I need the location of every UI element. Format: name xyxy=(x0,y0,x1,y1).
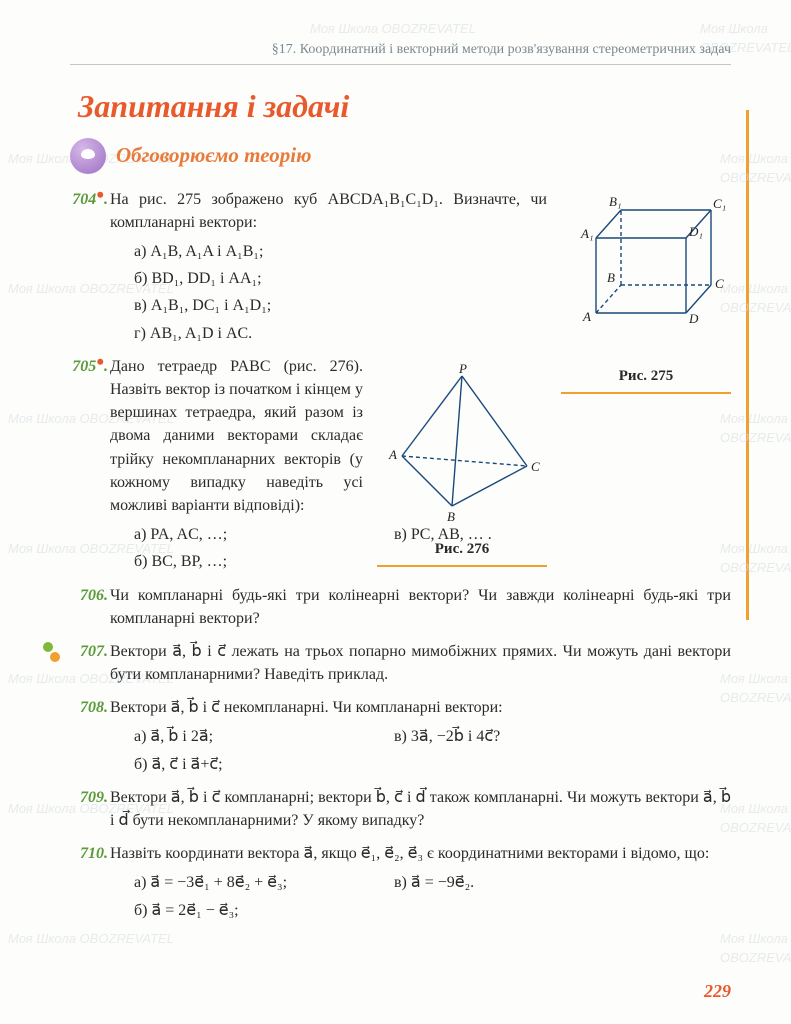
problem-710-subitems: а) a⃗ = −3e⃗₁ + 8e⃗₂ + e⃗₃; в) a⃗ = −9e⃗… xyxy=(134,871,731,921)
problem-709-number: 709. xyxy=(64,786,108,809)
problem-707: 707. Вектори a⃗, b⃗ і c⃗ лежать на трьох… xyxy=(110,640,731,686)
p705-b: б) BC, BP, …; xyxy=(134,550,334,573)
problem-704-text: На рис. 275 зображено куб ABCDA₁B₁C₁D₁. … xyxy=(110,191,547,231)
problem-704-number: 704•. xyxy=(64,188,108,211)
double-dot-icon xyxy=(40,642,62,664)
p708-c: в) 3a⃗, −2b⃗ і 4c⃗? xyxy=(394,725,594,748)
p708-b: б) a⃗, c⃗ і a⃗+c⃗; xyxy=(134,753,334,776)
speech-bubble-icon xyxy=(70,138,106,174)
page-content: §17. Координатний і векторний методи роз… xyxy=(70,40,731,922)
problem-706-text: Чи компланарні будь-які три колінеарні в… xyxy=(110,587,731,627)
problem-709: 709. Вектори a⃗, b⃗ і c⃗ компланарні; ве… xyxy=(110,786,731,832)
p708-a: а) a⃗, b⃗ і 2a⃗; xyxy=(134,725,334,748)
watermark: Моя Школа OBOZREVATEL xyxy=(310,20,476,39)
problem-708-subitems: а) a⃗, b⃗ і 2a⃗; в) 3a⃗, −2b⃗ і 4c⃗? б) … xyxy=(134,725,731,775)
side-accent-rule xyxy=(746,110,749,620)
problem-705: 705•. Дано тетраедр PABC (рис. 276). Наз… xyxy=(110,355,731,574)
p704-d: г) AB₁, A₁D і AC. xyxy=(134,322,334,345)
problem-705-text: Дано тетраедр PABC (рис. 276). Назвіть в… xyxy=(110,358,363,514)
section-header: §17. Координатний і векторний методи роз… xyxy=(70,40,731,65)
p704-a: а) A₁B, A₁A і A₁B₁; xyxy=(134,240,334,263)
problem-710-text: Назвіть координати вектора a⃗, якщо e⃗₁,… xyxy=(110,845,709,862)
watermark: Моя Школа OBOZREVATEL xyxy=(8,930,174,949)
p704-b: б) BD₁, DD₁ і AA₁; xyxy=(134,267,334,290)
p704-c: в) A₁B₁, DC₁ і A₁D₁; xyxy=(134,294,334,317)
problem-706: 706. Чи компланарні будь-які три колінеа… xyxy=(110,584,731,630)
p710-b: б) a⃗ = 2e⃗₁ − e⃗₃; xyxy=(134,899,334,922)
p705-c: в) PC, AB, … . xyxy=(394,523,594,546)
problem-706-number: 706. xyxy=(64,584,108,607)
problem-708-number: 708. xyxy=(64,696,108,719)
p710-c: в) a⃗ = −9e⃗₂. xyxy=(394,871,594,894)
watermark: Моя Школа OBOZREVATEL xyxy=(720,930,791,968)
problem-710-number: 710. xyxy=(64,842,108,865)
page-number: 229 xyxy=(704,978,731,1004)
main-title: Запитання і задачі xyxy=(78,83,731,129)
problem-705-number: 705•. xyxy=(64,355,108,378)
p710-a: а) a⃗ = −3e⃗₁ + 8e⃗₂ + e⃗₃; xyxy=(134,871,334,894)
sub-title: Обговорюємо теорію xyxy=(116,140,311,170)
problem-704: 704•. На рис. 275 зображено куб ABCDA₁B₁… xyxy=(110,188,731,345)
problem-709-text: Вектори a⃗, b⃗ і c⃗ компланарні; вектори… xyxy=(110,789,731,829)
problem-708-text: Вектори a⃗, b⃗ і c⃗ некомпланарні. Чи ко… xyxy=(110,699,503,716)
problem-710: 710. Назвіть координати вектора a⃗, якщо… xyxy=(110,842,731,922)
problem-707-text: Вектори a⃗, b⃗ і c⃗ лежать на трьох попа… xyxy=(110,643,731,683)
subtitle-row: Обговорюємо теорію xyxy=(70,138,731,174)
problem-704-subitems: а) A₁B, A₁A і A₁B₁; б) BD₁, DD₁ і AA₁; в… xyxy=(134,240,731,345)
p705-a: а) PA, AC, …; xyxy=(134,523,334,546)
problem-708: 708. Вектори a⃗, b⃗ і c⃗ некомпланарні. … xyxy=(110,696,731,776)
problem-707-number: 707. xyxy=(64,640,108,663)
problem-705-subitems: а) PA, AC, …; в) PC, AB, … . б) BC, BP, … xyxy=(134,523,731,573)
